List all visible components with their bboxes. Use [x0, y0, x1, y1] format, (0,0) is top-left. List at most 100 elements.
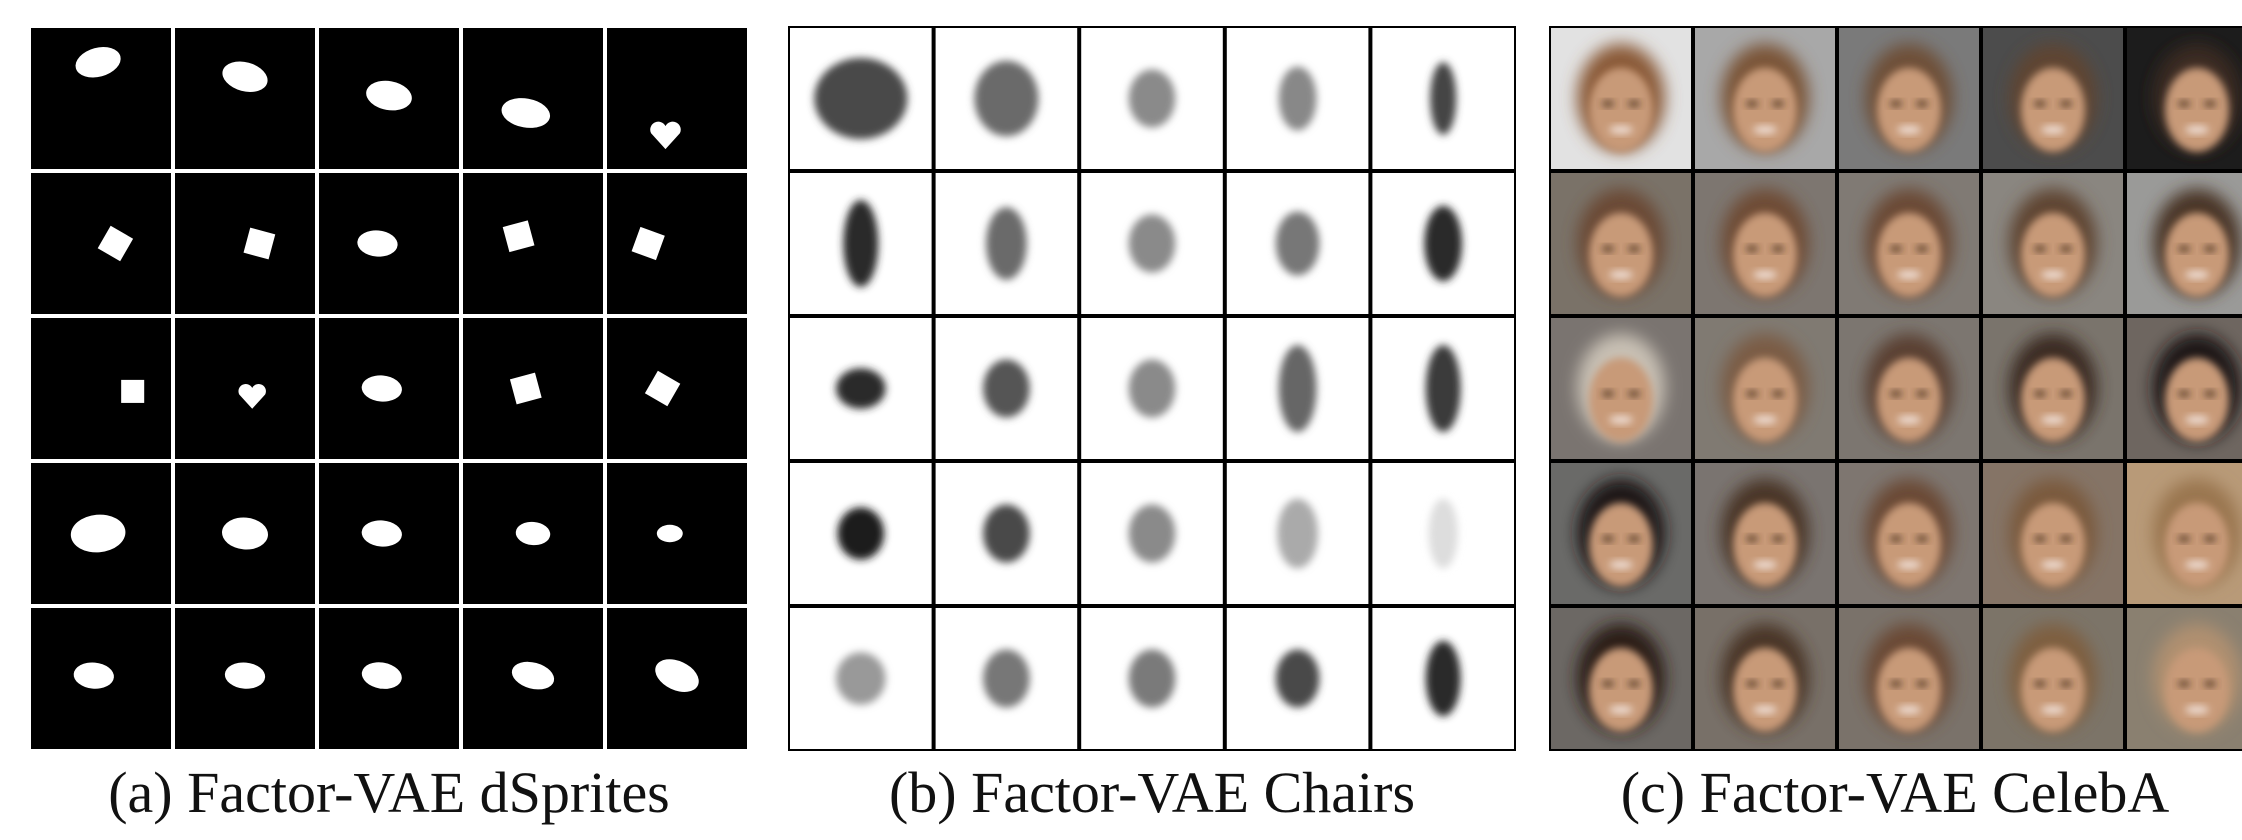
face-mouth [1609, 561, 1633, 569]
celeba-grid [1549, 26, 2242, 751]
chair-blob [1430, 62, 1456, 135]
face-mouth [1609, 271, 1633, 279]
face-eye [1628, 681, 1640, 687]
face-eye [2204, 536, 2216, 542]
face-mouth [1753, 561, 1777, 569]
face-eye [2034, 101, 2046, 107]
face-eye [1916, 246, 1928, 252]
face-eye [2034, 681, 2046, 687]
face-skin [2021, 358, 2085, 442]
face-eye [1890, 101, 1902, 107]
face-eye [1772, 391, 1784, 397]
face-skin [1733, 68, 1797, 152]
chair-blob [843, 200, 878, 287]
face-eye [2060, 246, 2072, 252]
face-skin [1589, 648, 1653, 732]
face-mouth [1897, 271, 1921, 279]
face-eye [2178, 101, 2190, 107]
face-skin [1877, 648, 1941, 732]
face-eye [2060, 101, 2072, 107]
chair-blob [1276, 650, 1320, 708]
chair-blob [983, 505, 1030, 563]
chairs-grid [788, 26, 1516, 751]
face-eye [1890, 246, 1902, 252]
face-eye [2178, 246, 2190, 252]
chair-blob [836, 652, 886, 704]
face-mouth [1753, 706, 1777, 714]
face-eye [2204, 101, 2216, 107]
face-skin [1733, 213, 1797, 297]
face-eye [1890, 391, 1902, 397]
face-eye [2034, 246, 2046, 252]
face-skin [2165, 648, 2229, 732]
face-skin [2021, 213, 2085, 297]
chair-blob [1129, 650, 1176, 708]
face-eye [1602, 101, 1614, 107]
chair-blob [1424, 206, 1462, 281]
face-eye [2034, 391, 2046, 397]
sprite-cell [463, 28, 603, 169]
face-mouth [2041, 416, 2065, 424]
face-mouth [2185, 416, 2209, 424]
chair-blob [974, 61, 1038, 136]
face-eye [1602, 246, 1614, 252]
face-skin [1589, 503, 1653, 587]
page: {"figure": {"panels": [ {"caption": "(a)… [0, 0, 2242, 840]
face-mouth [2041, 706, 2065, 714]
face-skin [1733, 648, 1797, 732]
face-mouth [1897, 416, 1921, 424]
face-eye [2204, 681, 2216, 687]
face-eye [1916, 391, 1928, 397]
face-eye [1916, 681, 1928, 687]
chair-blob [983, 360, 1030, 418]
face-eye [2060, 681, 2072, 687]
figure: (a) Factor-VAE dSprites (b) Factor-VAE C… [0, 0, 2242, 840]
chair-blob [1279, 345, 1317, 432]
face-skin [2165, 358, 2229, 442]
face-skin [2165, 503, 2229, 587]
face-eye [1746, 681, 1758, 687]
face-eye [1602, 681, 1614, 687]
face-eye [1772, 536, 1784, 542]
face-eye [1772, 246, 1784, 252]
face-mouth [1609, 126, 1633, 134]
chair-blob [1277, 499, 1318, 569]
face-eye [1916, 536, 1928, 542]
face-eye [2178, 681, 2190, 687]
face-eye [1602, 391, 1614, 397]
caption: (a) Factor-VAE dSprites [108, 760, 670, 825]
face-mouth [1897, 706, 1921, 714]
face-eye [2034, 536, 2046, 542]
dsprites-grid [29, 26, 749, 751]
face-mouth [1609, 706, 1633, 714]
face-eye [1628, 391, 1640, 397]
face-eye [2204, 246, 2216, 252]
chair-blob [1429, 499, 1458, 569]
face-eye [1916, 101, 1928, 107]
face-mouth [2041, 271, 2065, 279]
face-eye [2204, 391, 2216, 397]
face-skin [1877, 68, 1941, 152]
caption: (c) Factor-VAE CelebA [1621, 760, 2170, 825]
sprite-cell [607, 28, 747, 169]
sprite-ellipse [657, 525, 683, 542]
face-eye [2060, 391, 2072, 397]
face-eye [1772, 101, 1784, 107]
face-skin [1733, 358, 1797, 442]
face-mouth [2185, 706, 2209, 714]
chair-blob [983, 650, 1030, 708]
chair-blob [814, 58, 907, 139]
face-skin [2021, 68, 2085, 152]
chair-blob [1129, 215, 1176, 273]
sprite-square [121, 380, 144, 403]
face-skin [1877, 503, 1941, 587]
sprite-cell [175, 173, 315, 314]
face-mouth [1753, 126, 1777, 134]
chair-blob [1279, 67, 1317, 131]
chair-blob [1276, 212, 1320, 276]
face-eye [1746, 391, 1758, 397]
face-mouth [2185, 271, 2209, 279]
chair-blob [836, 368, 886, 409]
chair-blob [1129, 360, 1176, 418]
face-skin [2165, 213, 2229, 297]
